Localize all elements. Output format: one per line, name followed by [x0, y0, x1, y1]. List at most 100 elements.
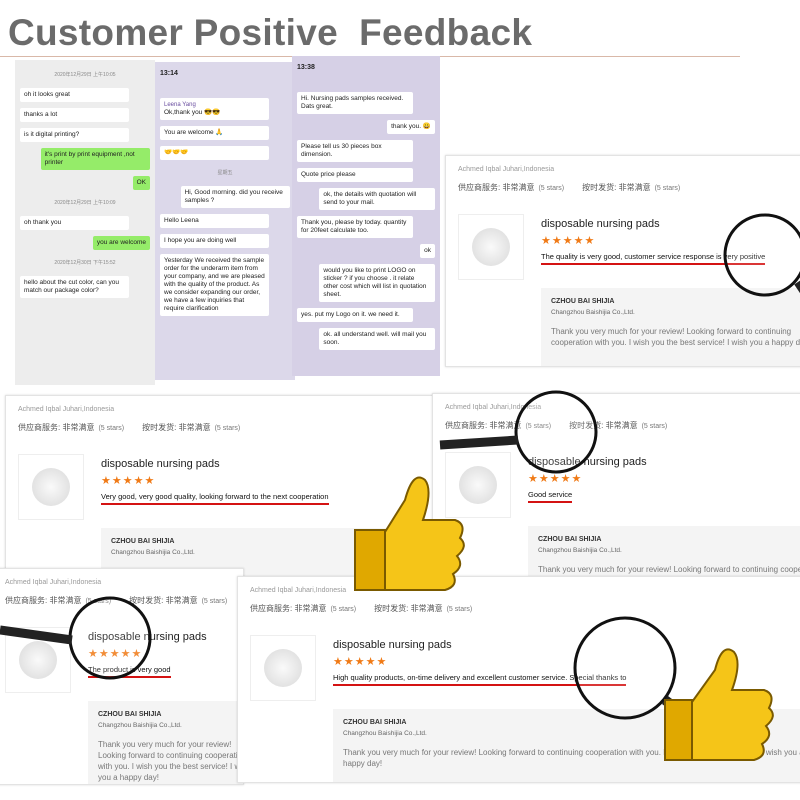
delivery-text: 按时发货: 非常满意	[129, 596, 198, 605]
review-comment: High quality products, on-time delivery …	[333, 673, 627, 686]
star-rating: ★★★★★	[541, 235, 596, 247]
service-text: 供应商服务: 非常满意	[250, 604, 327, 613]
star-rating: ★★★★★	[528, 473, 583, 485]
service-rating: 供应商服务: 非常满意 (5 stars)	[18, 422, 124, 433]
message-text: Thank you, please by today. quantity for…	[301, 219, 407, 234]
delivery-stars: (5 stars)	[641, 423, 668, 430]
message-text: it's print by print equipment ,not print…	[44, 151, 135, 166]
service-stars: (5 stars)	[98, 425, 125, 432]
product-image	[18, 454, 84, 520]
review-comment: The quality is very good, customer servi…	[541, 252, 766, 265]
message-text: 2020年12月29日 上午10:05	[54, 72, 116, 78]
message-text: You are welcome 🙏	[164, 129, 224, 136]
chat-bubble: is it digital printing?	[20, 128, 130, 142]
review-card: Achmed Iqbal Juhari,Indonesia 供应商服务: 非常满意…	[5, 395, 437, 577]
reply-text: Thank you very much for your review! Loo…	[551, 327, 800, 347]
message-text: Hi, Good morning. did you receive sample…	[184, 189, 283, 204]
message-text: I hope you are doing well	[164, 237, 237, 244]
reply-text: Thank you very much for your review! Loo…	[98, 740, 244, 782]
chat-bubble: thanks a lot	[20, 108, 130, 122]
chat-bubble: Thank you, please by today. quantity for…	[297, 216, 413, 238]
service-text: 供应商服务: 非常满意	[5, 596, 82, 605]
message-text: Quote price please	[301, 171, 356, 178]
delivery-rating: 按时发货: 非常满意 (5 stars)	[142, 422, 240, 433]
chat-bubble: Yesterday We received the sample order f…	[160, 254, 270, 316]
message-text: 2020年12月30日 下午15:52	[54, 260, 116, 266]
star-rating: ★★★★★	[333, 656, 388, 668]
pad-shape	[472, 228, 510, 266]
chat-screenshot: 2020年12月29日 上午10:05 oh it looks great than…	[15, 60, 155, 385]
product-image	[250, 635, 316, 701]
service-rating: 供应商服务: 非常满意 (5 stars)	[445, 420, 551, 431]
chat-bubble: Please tell us 30 pieces box dimension.	[297, 140, 413, 162]
buyer-name: Achmed Iqbal Juhari,Indonesia	[18, 406, 115, 413]
review-comment: Very good, very good quality, looking fo…	[101, 492, 329, 505]
message-text: Hello Leena	[164, 217, 199, 224]
seller-company: Changzhou Baishijia Co.,Ltd.	[111, 549, 195, 556]
chat-bubble: Leena Yang Ok,thank you 😎😎	[160, 98, 270, 120]
chat-bubble: You are welcome 🙏	[160, 126, 270, 140]
service-rating: 供应商服务: 非常满意 (5 stars)	[5, 595, 111, 606]
review-card: Achmed Iqbal Juhari,Indonesia 供应商服务: 非常满意…	[445, 155, 800, 367]
service-text: 供应商服务: 非常满意	[458, 183, 535, 192]
message-text: 星期五	[217, 170, 233, 176]
message-text: 🤝🤝🤝	[164, 149, 189, 156]
chat-bubble: would you like to print LOGO on sticker …	[319, 264, 435, 302]
message-text: OK	[136, 179, 146, 186]
chat-bubble: thank you. 😀	[387, 120, 435, 134]
review-card: Achmed Iqbal Juhari,Indonesia 供应商服务: 非常满意…	[432, 393, 800, 595]
pad-shape	[264, 649, 302, 687]
delivery-stars: (5 stars)	[214, 425, 241, 432]
chat-screenshot: 13:38 Hi. Nursing pads samples received. …	[292, 56, 440, 376]
rating-row: 供应商服务: 非常满意 (5 stars) 按时发货: 非常满意 (5 stars)	[18, 422, 240, 433]
chat-bubble: OK	[132, 176, 150, 190]
service-stars: (5 stars)	[85, 598, 112, 605]
chat-bubble: Quote price please	[297, 168, 413, 182]
message-text: you are welcome	[96, 239, 146, 246]
chat-screenshot: 13:14 Leena Yang Ok,thank you 😎😎 You are we…	[155, 62, 295, 380]
message-text: 2020年12月29日 上午10:09	[54, 200, 116, 206]
page-title: Customer Positive Feedback	[8, 12, 533, 53]
chat-bubble: yes. put my Logo on it. we need it.	[297, 308, 413, 322]
message-text: Ok,thank you 😎😎	[164, 109, 221, 116]
rating-row: 供应商服务: 非常满意 (5 stars) 按时发货: 非常满意 (5 stars)	[445, 420, 667, 431]
review-comment: Good service	[528, 490, 573, 503]
message-text: Hi. Nursing pads samples received. Dats …	[301, 95, 404, 110]
chat-bubble: Hi. Nursing pads samples received. Dats …	[297, 92, 413, 114]
buyer-name: Achmed Iqbal Juhari,Indonesia	[5, 579, 102, 586]
seller-reply: CZHOU BAI SHIJIA Changzhou Baishijia Co.,…	[541, 288, 800, 366]
reply-text: Thank you very much for your review! Loo…	[343, 748, 800, 768]
message-text: oh thank you	[24, 219, 62, 226]
message-text: Please tell us 30 pieces box dimension.	[301, 143, 382, 158]
delivery-rating: 按时发货: 非常满意 (5 stars)	[569, 420, 667, 431]
rating-row: 供应商服务: 非常满意 (5 stars) 按时发货: 非常满意 (5 stars)	[250, 603, 472, 614]
pad-shape	[459, 466, 497, 504]
delivery-rating: 按时发货: 非常满意 (5 stars)	[582, 182, 680, 193]
seller-name: CZHOU BAI SHIJIA	[343, 719, 407, 726]
chat-bubble: ok	[420, 244, 435, 258]
status-time: 13:38	[297, 64, 315, 71]
service-stars: (5 stars)	[538, 185, 565, 192]
delivery-text: 按时发货: 非常满意	[569, 421, 638, 430]
service-stars: (5 stars)	[525, 423, 552, 430]
message-text: thank you. 😀	[391, 123, 431, 130]
buyer-name: Achmed Iqbal Juhari,Indonesia	[250, 587, 347, 594]
product-name: disposable nursing pads	[101, 458, 220, 470]
chat-bubble: 🤝🤝🤝	[160, 146, 270, 160]
seller-company: Changzhou Baishijia Co.,Ltd.	[98, 722, 182, 729]
seller-reply: CZHOU BAI SHIJIA Changzhou Baishijia Co.,…	[88, 701, 244, 784]
chat-bubble: Hi, Good morning. did you receive sample…	[180, 186, 290, 208]
review-card: Achmed Iqbal Juhari,Indonesia 供应商服务: 非常满意…	[237, 576, 800, 783]
sender-name: Leena Yang	[164, 102, 196, 108]
seller-name: CZHOU BAI SHIJIA	[538, 536, 602, 543]
delivery-stars: (5 stars)	[654, 185, 681, 192]
product-name: disposable nursing pads	[541, 218, 660, 230]
delivery-rating: 按时发货: 非常满意 (5 stars)	[129, 595, 227, 606]
chat-bubble: oh thank you	[20, 216, 130, 230]
product-image	[5, 627, 71, 693]
message-text: is it digital printing?	[24, 131, 80, 138]
product-name: disposable nursing pads	[88, 631, 207, 643]
message-text: would you like to print LOGO on sticker …	[323, 267, 427, 298]
delivery-stars: (5 stars)	[201, 598, 228, 605]
